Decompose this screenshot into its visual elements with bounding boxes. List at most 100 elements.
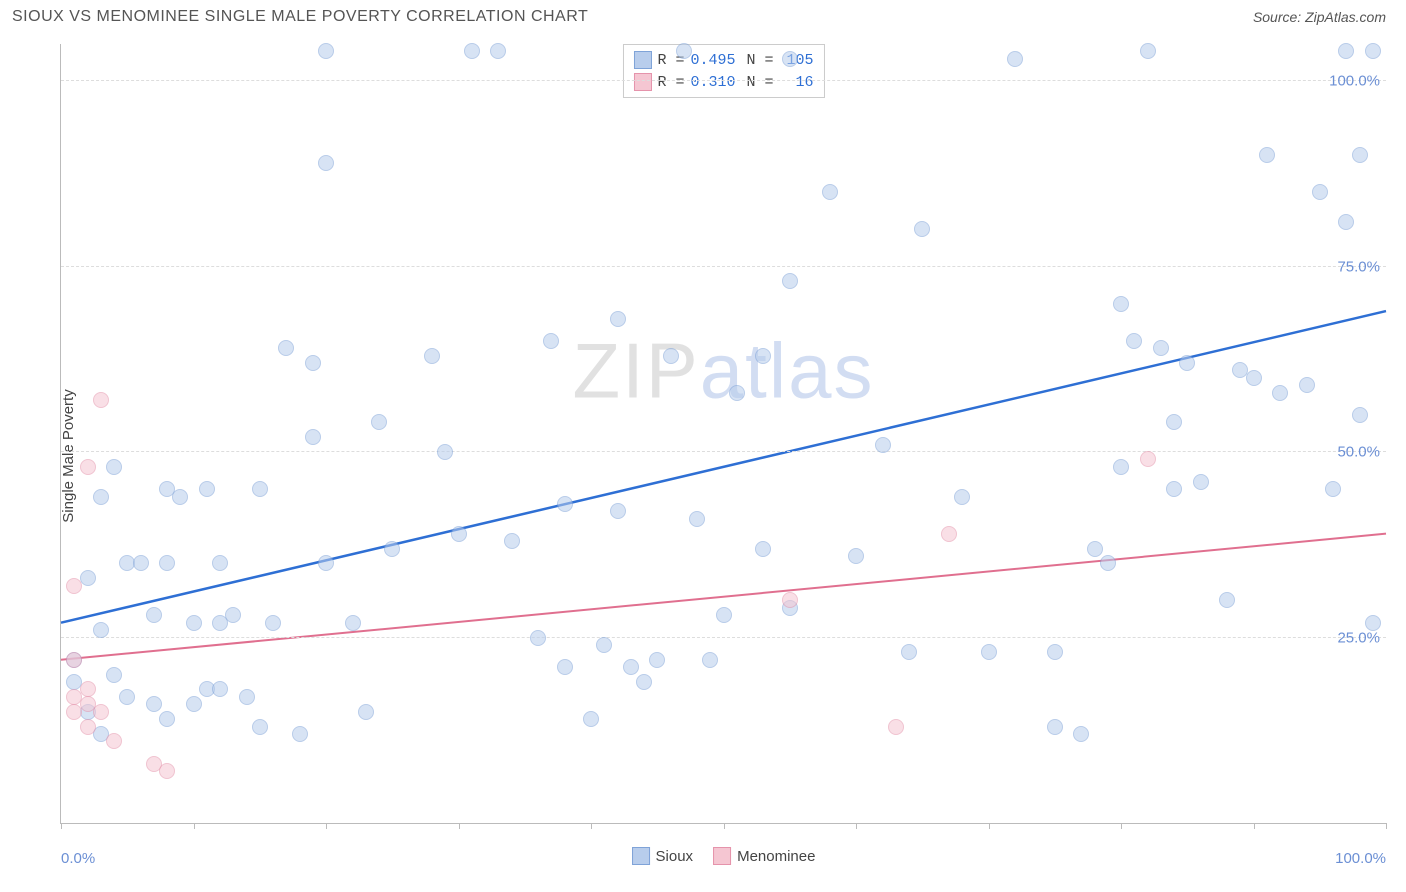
data-point [318, 555, 334, 571]
data-point [543, 333, 559, 349]
gridline [61, 80, 1386, 81]
data-point [901, 644, 917, 660]
x-tick [1386, 823, 1387, 829]
data-point [318, 155, 334, 171]
data-point [1153, 340, 1169, 356]
data-point [1312, 184, 1328, 200]
data-point [239, 689, 255, 705]
data-point [1219, 592, 1235, 608]
data-point [186, 615, 202, 631]
data-point [252, 719, 268, 735]
data-point [530, 630, 546, 646]
data-point [119, 689, 135, 705]
legend-swatch [713, 847, 731, 865]
data-point [80, 681, 96, 697]
source-link[interactable]: ZipAtlas.com [1305, 9, 1386, 25]
trend-line [61, 534, 1386, 660]
data-point [1166, 414, 1182, 430]
data-point [225, 607, 241, 623]
data-point [782, 273, 798, 289]
n-label: N = [747, 52, 774, 69]
gridline [61, 451, 1386, 452]
data-point [755, 348, 771, 364]
data-point [80, 719, 96, 735]
data-point [1365, 43, 1381, 59]
data-point [557, 659, 573, 675]
data-point [1259, 147, 1275, 163]
data-point [557, 496, 573, 512]
data-point [663, 348, 679, 364]
gridline [61, 637, 1386, 638]
r-label: R = [657, 74, 684, 91]
data-point [384, 541, 400, 557]
data-point [172, 489, 188, 505]
data-point [1272, 385, 1288, 401]
x-tick [1121, 823, 1122, 829]
legend-swatch [633, 73, 651, 91]
data-point [636, 674, 652, 690]
x-tick [591, 823, 592, 829]
data-point [914, 221, 930, 237]
data-point [252, 481, 268, 497]
data-point [1113, 459, 1129, 475]
data-point [265, 615, 281, 631]
data-point [358, 704, 374, 720]
r-value: 0.495 [691, 52, 741, 69]
data-point [305, 355, 321, 371]
data-point [93, 704, 109, 720]
data-point [1299, 377, 1315, 393]
data-point [676, 43, 692, 59]
data-point [504, 533, 520, 549]
source-label: Source: [1253, 9, 1305, 25]
legend-label: Sioux [656, 848, 694, 865]
data-point [596, 637, 612, 653]
data-point [755, 541, 771, 557]
legend-swatch [633, 51, 651, 69]
data-point [1166, 481, 1182, 497]
data-point [848, 548, 864, 564]
chart-container: Single Male Poverty ZIPatlas R =0.495N =… [12, 40, 1394, 872]
legend-swatch [632, 847, 650, 865]
data-point [782, 592, 798, 608]
x-tick [194, 823, 195, 829]
r-value: 0.310 [691, 74, 741, 91]
data-point [66, 578, 82, 594]
data-point [1140, 451, 1156, 467]
data-point [1007, 51, 1023, 67]
data-point [1073, 726, 1089, 742]
data-point [318, 43, 334, 59]
data-point [610, 311, 626, 327]
data-point [875, 437, 891, 453]
data-point [66, 652, 82, 668]
data-point [106, 667, 122, 683]
data-point [623, 659, 639, 675]
data-point [941, 526, 957, 542]
data-point [345, 615, 361, 631]
data-point [1338, 43, 1354, 59]
data-point [610, 503, 626, 519]
data-point [437, 444, 453, 460]
data-point [716, 607, 732, 623]
data-point [199, 481, 215, 497]
gridline [61, 266, 1386, 267]
y-tick-label: 100.0% [1329, 73, 1380, 90]
data-point [689, 511, 705, 527]
plot-area: ZIPatlas R =0.495N =105R =0.310N =16 Sio… [60, 44, 1386, 824]
data-point [1126, 333, 1142, 349]
data-point [1140, 43, 1156, 59]
y-tick-label: 25.0% [1337, 629, 1380, 646]
data-point [212, 681, 228, 697]
header: SIOUX VS MENOMINEE SINGLE MALE POVERTY C… [0, 0, 1406, 30]
trend-lines [61, 44, 1386, 823]
source-credit: Source: ZipAtlas.com [1253, 9, 1386, 25]
data-point [1325, 481, 1341, 497]
watermark-zip: ZIP [572, 327, 699, 415]
data-point [146, 607, 162, 623]
legend-row: R =0.310N =16 [633, 71, 813, 93]
legend-label: Menominee [737, 848, 815, 865]
n-label: N = [747, 74, 774, 91]
legend-item: Menominee [713, 847, 815, 865]
x-tick-label: 0.0% [61, 850, 95, 867]
data-point [649, 652, 665, 668]
watermark: ZIPatlas [572, 326, 874, 417]
